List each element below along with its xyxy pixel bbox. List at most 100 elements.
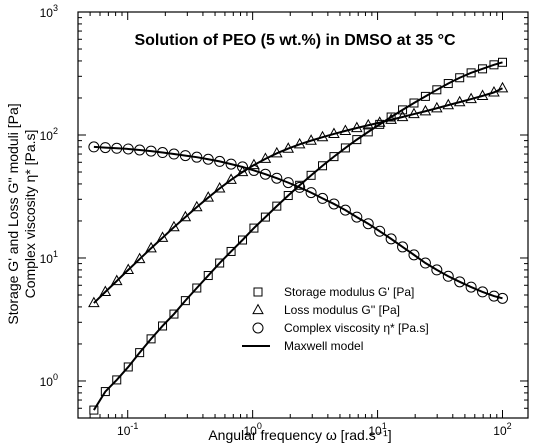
data-point-triangle [122,263,135,275]
data-point-triangle [373,116,386,127]
data-point-triangle [385,113,397,124]
data-point-square [363,127,373,137]
legend-label: Maxwell model [284,339,363,353]
data-point-circle [157,147,169,159]
data-point-square [215,258,225,268]
data-point-square [340,143,350,153]
data-point-circle [465,281,477,293]
legend-marker-square [253,287,263,297]
data-point-square [466,68,476,78]
data-point-triangle [362,118,375,130]
data-point-triangle [419,104,432,116]
data-point-square [192,283,202,293]
data-point-triangle [282,142,295,153]
data-point-circle [282,177,294,189]
data-point-circle [145,145,157,157]
data-point-square [123,362,133,372]
data-point-square [100,387,110,397]
data-point-triangle [339,124,352,135]
data-point-triangle [396,110,409,122]
y-tick-exponent: 0 [53,372,58,382]
data-point-circle [362,218,374,230]
data-point-square [409,98,419,108]
data-point-circle [202,153,214,165]
data-point-circle [259,168,271,180]
data-point-square [497,57,507,67]
chart-title: Solution of PEO (5 wt.%) in DMSO at 35 °… [134,32,456,49]
data-point-triangle [328,127,340,139]
data-point-triangle [168,220,180,232]
data-point-circle [397,241,409,253]
data-point-square [146,334,156,344]
x-tick-label: 10-1 [117,421,138,438]
data-point-circle [214,155,226,167]
data-point-square [489,60,499,70]
data-point-square [260,212,270,222]
data-point-circle [134,144,146,156]
data-point-square [112,375,122,385]
data-point-circle [339,204,351,216]
data-point-triangle [271,146,283,158]
data-point-square [169,309,179,319]
data-point-circle [496,292,508,304]
data-point-triangle [351,121,363,133]
model-line-circle [93,145,503,300]
y-tick-exponent: 3 [53,3,58,13]
data-point-circle [477,286,489,298]
data-point-triangle [488,85,500,97]
data-point-circle [488,290,500,302]
y-tick-label: 102 [40,126,58,143]
data-point-triangle [225,173,237,184]
data-point-circle [191,151,203,163]
data-point-triangle [99,285,112,296]
y-tick-label: 100 [40,372,58,389]
data-point-circle [225,158,237,170]
x-tick-exponent: 0 [257,421,262,431]
data-point-triangle [259,152,272,163]
data-point-triangle [408,107,420,119]
data-point-square [272,201,282,211]
y-tick-label: 103 [40,3,58,20]
data-point-square [420,91,430,101]
data-point-square [158,321,168,331]
data-point-triangle [191,200,203,212]
plot-frame [77,11,529,419]
data-point-triangle [476,89,489,100]
data-point-circle [237,161,249,173]
data-point-circle [111,142,123,154]
data-point-square [238,235,248,245]
data-point-square [203,271,213,281]
model-line-square [93,61,503,411]
data-point-square [478,64,488,74]
x-tick-exponent: 1 [382,421,387,431]
data-point-triangle [453,95,466,107]
data-point-triangle [248,158,260,170]
data-point-triangle [110,274,123,286]
legend-label: Storage modulus G' [Pa] [284,285,414,299]
data-point-triangle [305,134,317,145]
data-point-triangle [145,241,157,253]
data-point-square [443,79,453,89]
data-point-square [398,105,408,115]
data-point-circle [248,164,260,176]
data-point-circle [442,270,454,282]
data-point-triangle [133,252,146,264]
data-point-circle [408,249,420,261]
model-line-triangle [93,87,503,304]
data-point-triangle [431,101,443,113]
data-point-square [386,112,396,122]
y-tick-exponent: 1 [53,249,58,259]
data-point-square [226,246,236,256]
x-axis-label: Angular frequency ω [rad.s⁻¹] [208,427,391,443]
data-point-circle [122,143,134,155]
data-point-circle [454,276,466,288]
y-axis-label-line2: Complex viscosity η* [Pa.s] [22,130,38,299]
data-point-circle [328,198,340,210]
data-point-circle [294,181,306,193]
y-tick-exponent: 2 [53,126,58,136]
data-point-triangle [465,92,477,104]
data-point-circle [374,225,386,237]
